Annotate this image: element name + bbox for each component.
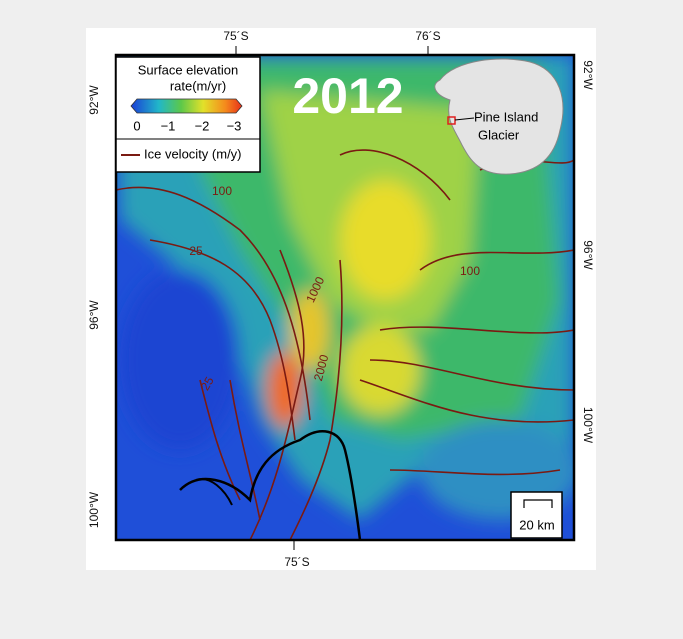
- colorbar-tick: −2: [195, 118, 210, 133]
- legend-subtitle: rate(m/yr): [170, 78, 226, 93]
- colorbar-tick: −3: [227, 118, 242, 133]
- axis-labels: 75´S 76´S 75´S 92°W 96°W 100°W 92°W 96°W…: [87, 29, 595, 569]
- legend-line-label: Ice velocity (m/y): [144, 146, 242, 161]
- axis-label: 92°W: [87, 85, 101, 115]
- inset-label: Glacier: [478, 127, 520, 142]
- inset-label: Pine Island: [474, 109, 538, 124]
- axis-label: 92°W: [581, 60, 595, 90]
- grounding-line: [195, 478, 233, 506]
- scale-label: 20 km: [519, 517, 554, 532]
- axis-label: 76´S: [415, 29, 440, 43]
- colorbar-tick: −1: [161, 118, 176, 133]
- colorbar: [130, 98, 243, 114]
- contour-label: 100: [212, 184, 232, 198]
- year-label: 2012: [292, 68, 403, 124]
- axis-label: 96°W: [581, 240, 595, 270]
- map-frame: [114, 53, 576, 542]
- axis-label: 100°W: [87, 491, 101, 528]
- contour-label: 100: [460, 264, 480, 278]
- velocity-contours: [116, 149, 574, 540]
- contour-label: 2000: [311, 353, 332, 383]
- legend-title: Surface elevation: [138, 62, 238, 77]
- axis-label: 96°W: [87, 300, 101, 330]
- axis-label: 75´S: [284, 555, 309, 569]
- grounding-line: [179, 430, 362, 540]
- legend: Surface elevation rate(m/yr) 0 −1 −2 −3 …: [115, 56, 261, 173]
- scale-bar: 20 km: [510, 491, 563, 539]
- inset-map: Pine Island Glacier: [434, 58, 564, 175]
- contour-labels: 100 25 1000 2000 100 25: [189, 184, 480, 393]
- contour-label: 25: [198, 374, 217, 393]
- axis-label: 75´S: [223, 29, 248, 43]
- colorbar-tick: 0: [133, 118, 140, 133]
- axis-label: 100°W: [581, 407, 595, 444]
- contour-label: 25: [189, 244, 203, 258]
